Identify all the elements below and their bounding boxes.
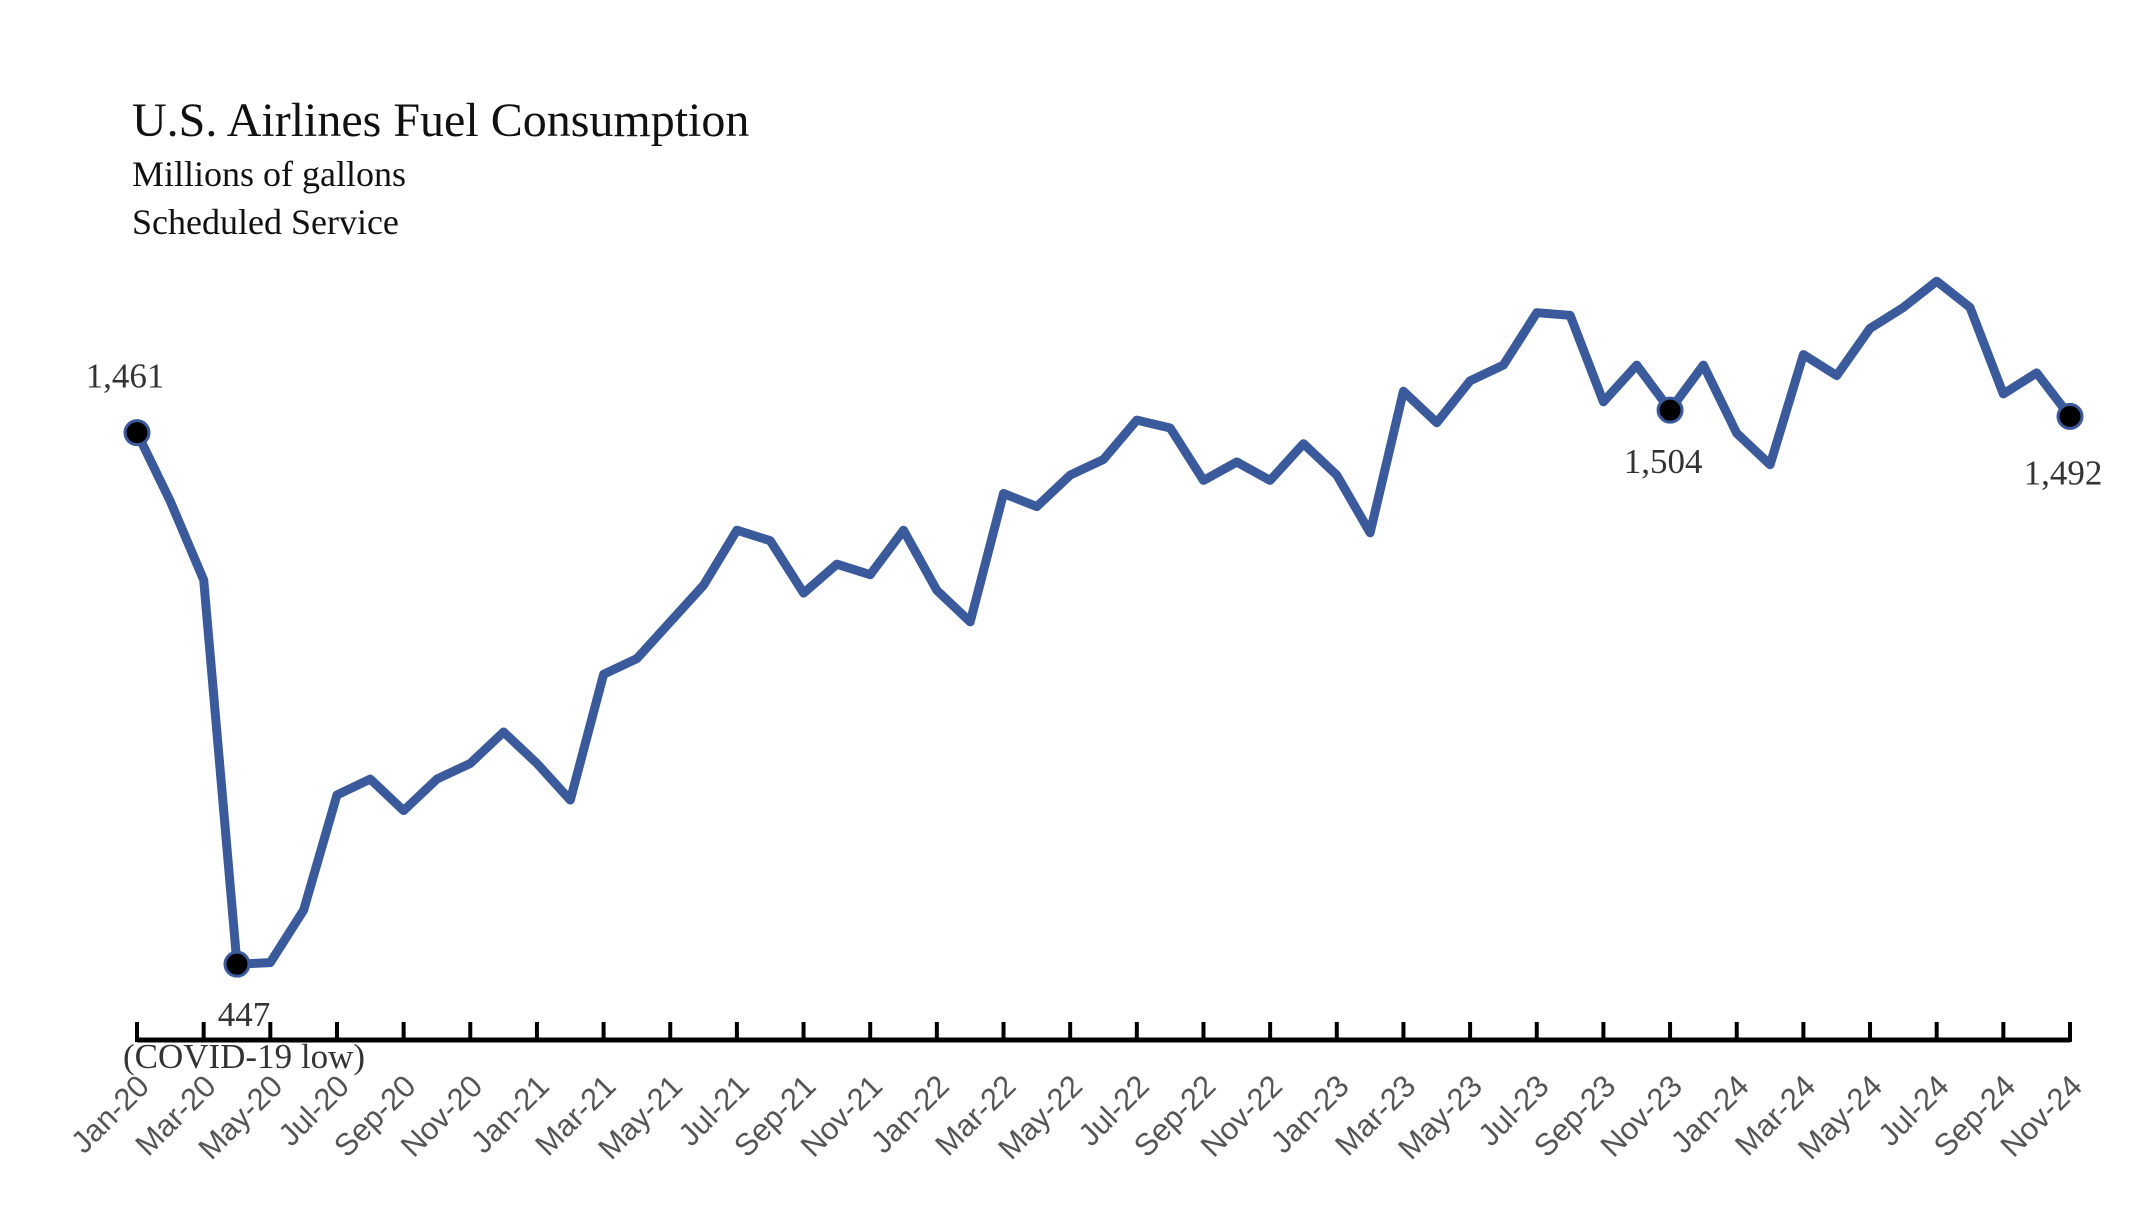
chart-header: U.S. Airlines Fuel Consumption Millions …: [132, 92, 749, 246]
data-label: 447: [218, 995, 271, 1034]
data-point-marker: [123, 419, 151, 447]
chart-subtitle-service: Scheduled Service: [132, 202, 399, 242]
data-label: 1,461: [86, 357, 165, 396]
series-layer: [132, 276, 2075, 969]
data-point-marker: [2056, 402, 2084, 430]
series-line: [132, 276, 2075, 969]
annotation-layer: 1,461 447(COVID-19 low) 1,504 1,492: [86, 357, 2103, 1076]
data-label: 1,492: [2024, 453, 2103, 492]
data-label: (COVID-19 low): [123, 1037, 365, 1076]
chart-subtitle-units: Millions of gallons: [132, 154, 407, 194]
data-label: 1,504: [1624, 442, 1703, 481]
marker-layer: [123, 396, 2084, 978]
chart-title: U.S. Airlines Fuel Consumption: [132, 94, 750, 147]
data-point-marker: [223, 950, 251, 978]
x-axis: Jan-20Mar-20May-20Jul-20Sep-20Nov-20Jan-…: [64, 1022, 2089, 1166]
data-point-marker: [1656, 396, 1684, 424]
